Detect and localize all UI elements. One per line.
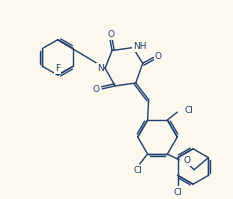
- Text: O: O: [183, 156, 190, 165]
- Text: O: O: [93, 85, 100, 94]
- Text: O: O: [155, 52, 162, 61]
- Text: N: N: [97, 64, 104, 73]
- Text: Cl: Cl: [173, 187, 182, 197]
- Text: F: F: [55, 64, 60, 73]
- Text: NH: NH: [133, 42, 147, 51]
- Text: Cl: Cl: [133, 166, 142, 175]
- Text: Cl: Cl: [184, 106, 193, 115]
- Text: O: O: [108, 30, 115, 39]
